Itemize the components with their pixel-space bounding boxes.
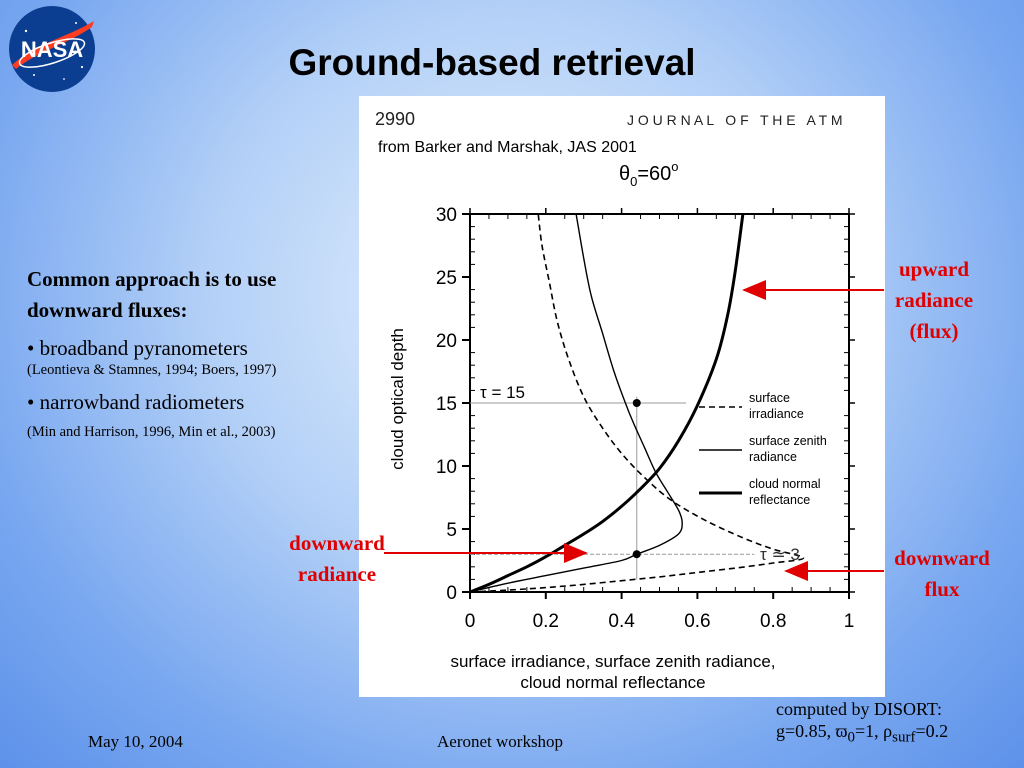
annotation-downward-flux: downward flux xyxy=(880,543,1004,605)
legend-label-3-1: cloud normal xyxy=(749,477,821,491)
legend-label-3-2: reflectance xyxy=(749,493,810,507)
left-text-panel: Common approach is to use downward fluxe… xyxy=(27,264,347,442)
annot-upward-line2: radiance xyxy=(894,288,974,312)
series-line-2 xyxy=(469,213,683,593)
annot-down-flux-line2: flux xyxy=(924,577,960,601)
x-tick-label: 0.6 xyxy=(684,611,710,632)
tau-3-label: τ ≃ 3 xyxy=(760,545,800,564)
annot-upward-line3: (flux) xyxy=(909,319,959,343)
nasa-logo-text: NASA xyxy=(21,37,83,62)
intersection-marker-1 xyxy=(632,399,641,407)
computed-note: computed by DISORT: g=0.85, ϖ0=1, ρsurf=… xyxy=(776,698,948,749)
series-line-3 xyxy=(469,213,745,594)
lead-line-2: downward fluxes: xyxy=(27,298,188,322)
nasa-logo: NASA xyxy=(9,6,95,92)
x-tick-label: 0.4 xyxy=(608,611,635,632)
slide-title-text: Ground-based retrieval xyxy=(288,42,696,83)
lead-line-1: Common approach is to use xyxy=(27,267,277,291)
legend-label-1-1: surface xyxy=(749,391,790,405)
series-layer xyxy=(469,213,805,594)
y-tick-label: 0 xyxy=(446,583,457,604)
footer-date: May 10, 2004 xyxy=(88,732,183,751)
y-axis-label: cloud optical depth xyxy=(388,328,407,470)
x-tick-label: 0 xyxy=(465,611,476,632)
annot-down-rad-line2: radiance xyxy=(297,562,377,586)
x-axis-label-line-2: cloud normal reflectance xyxy=(520,673,705,692)
y-tick-label: 10 xyxy=(436,457,457,478)
annot-down-rad-line1: downward xyxy=(289,531,385,555)
annotation-downward-radiance: downward radiance xyxy=(275,528,399,590)
legend-layer: surface irradiance surface zenith radiance c… xyxy=(699,391,827,507)
computed-line-1: computed by DISORT: xyxy=(776,699,943,719)
y-tick-label: 20 xyxy=(436,331,457,352)
x-tick-label: 1 xyxy=(844,611,855,632)
tau-15-label: τ = 15 xyxy=(480,383,525,402)
journal-header: J O U R N A L O F T H E A T M xyxy=(627,112,843,128)
ref-pyranometers: (Leontieva & Stamnes, 1994; Boers, 1997) xyxy=(27,362,277,378)
figure-credit: from Barker and Marshak, JAS 2001 xyxy=(378,139,637,156)
legend-label-2-1: surface zenith xyxy=(749,434,827,448)
y-tick-label: 5 xyxy=(446,520,457,541)
legend-label-1-2: irradiance xyxy=(749,407,804,421)
ref-radiometers: (Min and Harrison, 1996, Min et al., 200… xyxy=(27,424,276,440)
y-tick-label: 15 xyxy=(436,394,457,415)
journal-figure: 2990 J O U R N A L O F T H E A T M from … xyxy=(359,96,885,697)
x-tick-label: 0.8 xyxy=(760,611,786,632)
page-number: 2990 xyxy=(375,109,415,129)
slide-title: Ground-based retrieval xyxy=(0,42,1000,84)
footer-event: Aeronet workshop xyxy=(437,732,564,751)
optical-depth-chart: 2990 J O U R N A L O F T H E A T M from … xyxy=(375,109,855,692)
x-tick-label: 0.2 xyxy=(533,611,559,632)
y-tick-label: 30 xyxy=(436,205,457,226)
x-axis-label-line-1: surface irradiance, surface zenith radia… xyxy=(450,652,775,671)
axes-layer: 0 5 10 15 20 25 30 0 0.2 0.4 0.6 0.8 1 xyxy=(436,205,855,632)
intersection-marker-2 xyxy=(632,550,641,559)
annot-upward-line1: upward xyxy=(898,257,970,281)
guide-layer xyxy=(470,396,755,580)
annotation-upward-radiance: upward radiance (flux) xyxy=(884,254,984,347)
theta-label: θ0=60o xyxy=(619,159,679,189)
y-tick-label: 25 xyxy=(436,268,457,289)
legend-label-2-2: radiance xyxy=(749,450,797,464)
bullet-radiometers: • narrowband radiometers xyxy=(27,390,245,414)
computed-line-2: g=0.85, ϖ0=1, ρsurf=0.2 xyxy=(776,721,949,746)
annot-down-flux-line1: downward xyxy=(894,546,990,570)
bullet-pyranometers: • broadband pyranometers xyxy=(27,336,248,360)
series-line-1 xyxy=(469,213,805,593)
